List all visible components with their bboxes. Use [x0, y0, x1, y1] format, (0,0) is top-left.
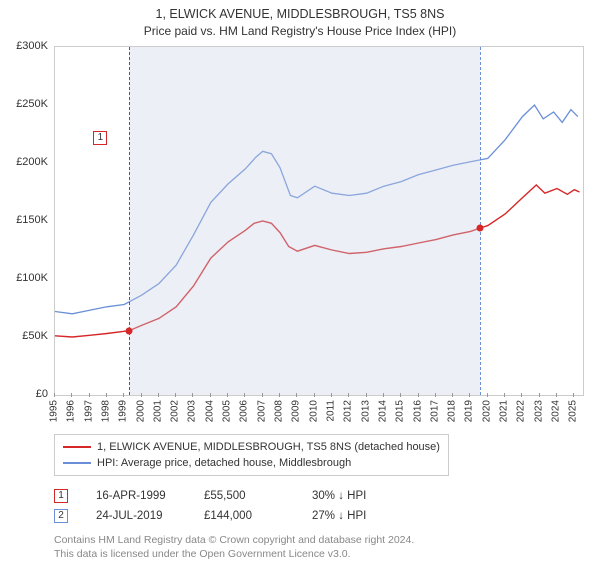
- y-tick-label: £200K: [16, 156, 48, 168]
- legend-box: 1, ELWICK AVENUE, MIDDLESBROUGH, TS5 8NS…: [54, 434, 449, 476]
- price-point-dot: [477, 225, 484, 232]
- x-tick-label: 1995: [49, 400, 60, 422]
- x-tick-label: 2019: [464, 400, 475, 422]
- transaction-delta: 30% ↓ HPI: [312, 490, 392, 502]
- x-tick-label: 2015: [395, 400, 406, 422]
- x-tick-label: 2025: [568, 400, 579, 422]
- x-tick-label: 2020: [481, 400, 492, 422]
- y-tick-label: £0: [36, 388, 48, 400]
- x-tick-label: 2022: [516, 400, 527, 422]
- x-tick-label: 2003: [187, 400, 198, 422]
- transaction-date: 24-JUL-2019: [96, 510, 176, 522]
- x-tick-label: 2023: [533, 400, 544, 422]
- x-tick-label: 2012: [343, 400, 354, 422]
- x-tick-label: 2004: [204, 400, 215, 422]
- shaded-range: [129, 47, 480, 395]
- transaction-row: 1 16-APR-1999 £55,500 30% ↓ HPI: [54, 486, 590, 506]
- transaction-price: £144,000: [204, 510, 284, 522]
- x-axis-labels: 1995199619971998199920002001200220032004…: [54, 396, 584, 416]
- x-tick-label: 2024: [551, 400, 562, 422]
- dash-blue: [480, 47, 481, 395]
- legend-swatch: [63, 446, 91, 448]
- chart-subtitle: Price paid vs. HM Land Registry's House …: [10, 24, 590, 38]
- x-tick-label: 2000: [135, 400, 146, 422]
- y-tick-label: £50K: [22, 330, 48, 342]
- x-tick-label: 2007: [256, 400, 267, 422]
- transaction-marker: 2: [54, 509, 68, 523]
- legend-item: 1, ELWICK AVENUE, MIDDLESBROUGH, TS5 8NS…: [63, 439, 440, 455]
- price-marker-1: 1: [93, 131, 107, 145]
- x-tick-label: 2009: [291, 400, 302, 422]
- footer-text: Contains HM Land Registry data © Crown c…: [54, 534, 590, 561]
- x-tick-label: 2001: [152, 400, 163, 422]
- x-tick-label: 2017: [429, 400, 440, 422]
- transaction-date: 16-APR-1999: [96, 490, 176, 502]
- x-tick-label: 1999: [118, 400, 129, 422]
- footer-line-2: This data is licensed under the Open Gov…: [54, 548, 590, 562]
- x-tick-label: 1996: [66, 400, 77, 422]
- y-tick-label: £100K: [16, 272, 48, 284]
- legend-swatch: [63, 462, 91, 464]
- transaction-row: 2 24-JUL-2019 £144,000 27% ↓ HPI: [54, 506, 590, 526]
- x-tick-label: 1998: [100, 400, 111, 422]
- dash-red: [129, 47, 130, 395]
- y-tick-label: £150K: [16, 214, 48, 226]
- chart-title: 1, ELWICK AVENUE, MIDDLESBROUGH, TS5 8NS: [10, 6, 590, 22]
- footer-line-1: Contains HM Land Registry data © Crown c…: [54, 534, 590, 548]
- x-tick-label: 2013: [360, 400, 371, 422]
- x-tick-label: 2008: [274, 400, 285, 422]
- transaction-delta: 27% ↓ HPI: [312, 510, 392, 522]
- x-tick-label: 2006: [239, 400, 250, 422]
- transaction-marker: 1: [54, 489, 68, 503]
- x-tick-label: 2018: [447, 400, 458, 422]
- x-tick-label: 2021: [499, 400, 510, 422]
- transaction-table: 1 16-APR-1999 £55,500 30% ↓ HPI 2 24-JUL-2019…: [54, 486, 590, 526]
- legend-label: 1, ELWICK AVENUE, MIDDLESBROUGH, TS5 8NS…: [97, 441, 440, 453]
- chart-area: £0£50K£100K£150K£200K£250K£300K 12 19951…: [10, 46, 590, 416]
- x-tick-label: 2011: [325, 400, 336, 422]
- transaction-price: £55,500: [204, 490, 284, 502]
- x-tick-label: 1997: [83, 400, 94, 422]
- y-tick-label: £300K: [16, 40, 48, 52]
- x-tick-label: 2014: [377, 400, 388, 422]
- y-tick-label: £250K: [16, 98, 48, 110]
- plot-region: 12: [54, 46, 584, 396]
- chart-container: 1, ELWICK AVENUE, MIDDLESBROUGH, TS5 8NS…: [0, 0, 600, 560]
- x-tick-label: 2010: [308, 400, 319, 422]
- y-axis-labels: £0£50K£100K£150K£200K£250K£300K: [10, 46, 52, 396]
- x-tick-label: 2005: [222, 400, 233, 422]
- legend-item: HPI: Average price, detached house, Midd…: [63, 455, 440, 471]
- price-point-dot: [126, 327, 133, 334]
- x-tick-label: 2002: [170, 400, 181, 422]
- legend-label: HPI: Average price, detached house, Midd…: [97, 457, 351, 469]
- x-tick-label: 2016: [412, 400, 423, 422]
